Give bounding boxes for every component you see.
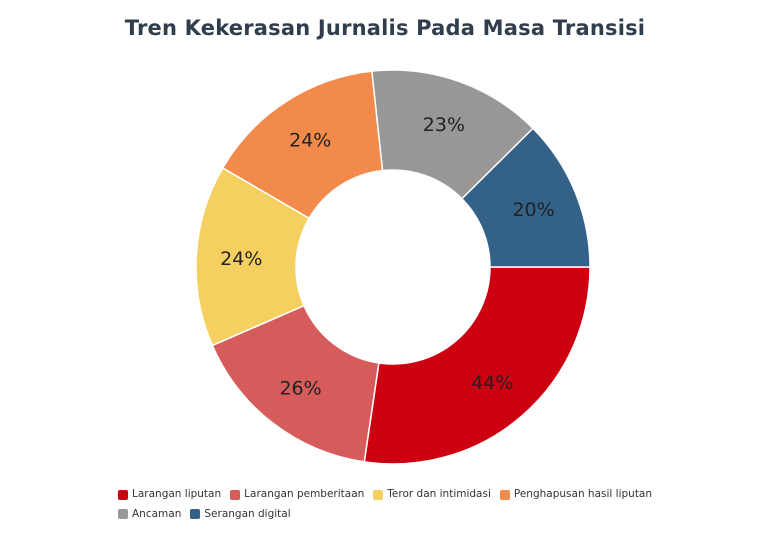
slice-label-teror-dan-intimidasi: 24% xyxy=(220,248,262,270)
legend-label: Penghapusan hasil liputan xyxy=(513,488,653,500)
legend-label: Ancaman xyxy=(132,507,182,520)
slice-label-larangan-liputan: 44% xyxy=(471,372,513,394)
legend-swatch xyxy=(118,489,128,500)
legend-label: Larangan liputan xyxy=(132,488,222,500)
slice-larangan-pemberitaan xyxy=(211,304,380,463)
chart-title: Tren Kekerasan Jurnalis Pada Masa Transi… xyxy=(124,16,646,40)
legend-swatch xyxy=(118,509,128,519)
slice-serangan-digital xyxy=(460,127,591,268)
slice-larangan-liputan xyxy=(363,266,591,465)
legend-swatch xyxy=(373,489,384,500)
legend-swatch xyxy=(499,489,510,500)
slice-label-serangan-digital: 20% xyxy=(512,199,554,221)
legend-label: Teror dan intimidasi xyxy=(387,488,491,500)
legend-item-ancaman[interactable]: Ancaman xyxy=(118,506,181,523)
legend-item-penghapusan-hasil-liputan[interactable]: Penghapusan hasil liputan xyxy=(499,486,653,503)
legend-item-teror-dan-intimidasi[interactable]: Teror dan intimidasi xyxy=(373,486,491,503)
slice-label-penghapusan-hasil-liputan: 24% xyxy=(289,129,331,151)
legend-swatch xyxy=(230,489,241,500)
legend-item-serangan-digital[interactable]: Serangan digital xyxy=(190,506,291,523)
slice-ancaman xyxy=(371,69,535,200)
legend-item-larangan-liputan[interactable]: Larangan liputan xyxy=(118,486,221,503)
slice-label-larangan-pemberitaan: 26% xyxy=(279,378,321,400)
legend: Larangan liputan Larangan pemberitaan Tero… xyxy=(118,486,718,525)
legend-label: Larangan pemberitaan xyxy=(244,488,365,500)
slice-label-ancaman: 23% xyxy=(423,114,465,136)
legend-label: Serangan digital xyxy=(204,507,291,520)
legend-item-larangan-pemberitaan[interactable]: Larangan pemberitaan xyxy=(230,486,364,503)
legend-swatch xyxy=(190,509,201,519)
